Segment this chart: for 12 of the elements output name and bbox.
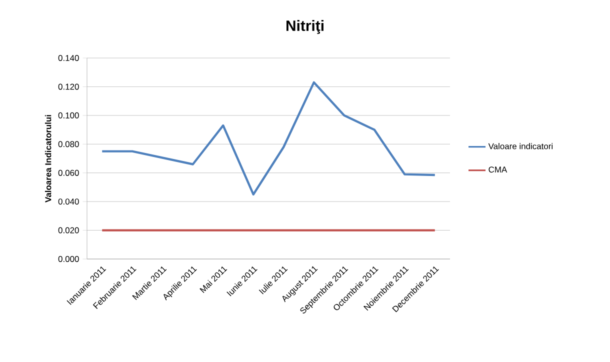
y-tick-label: 0.040: [58, 198, 79, 205]
chart-title: Nitriţi: [286, 20, 324, 34]
y-tick-label: 0.100: [58, 112, 79, 118]
y-tick-label: 0.120: [58, 84, 79, 90]
y-tick-label: 0.020: [58, 227, 79, 234]
legend-label: CMA: [488, 166, 508, 173]
y-axis-title: Valoarea Indicatorului: [44, 115, 52, 202]
legend-label: Valoare indicatori: [488, 143, 553, 150]
y-tick-label: 0.060: [58, 170, 79, 176]
y-tick-label: 0.080: [58, 141, 79, 148]
y-tick-label: 0.140: [58, 55, 79, 61]
y-tick-label: 0.000: [58, 256, 79, 262]
